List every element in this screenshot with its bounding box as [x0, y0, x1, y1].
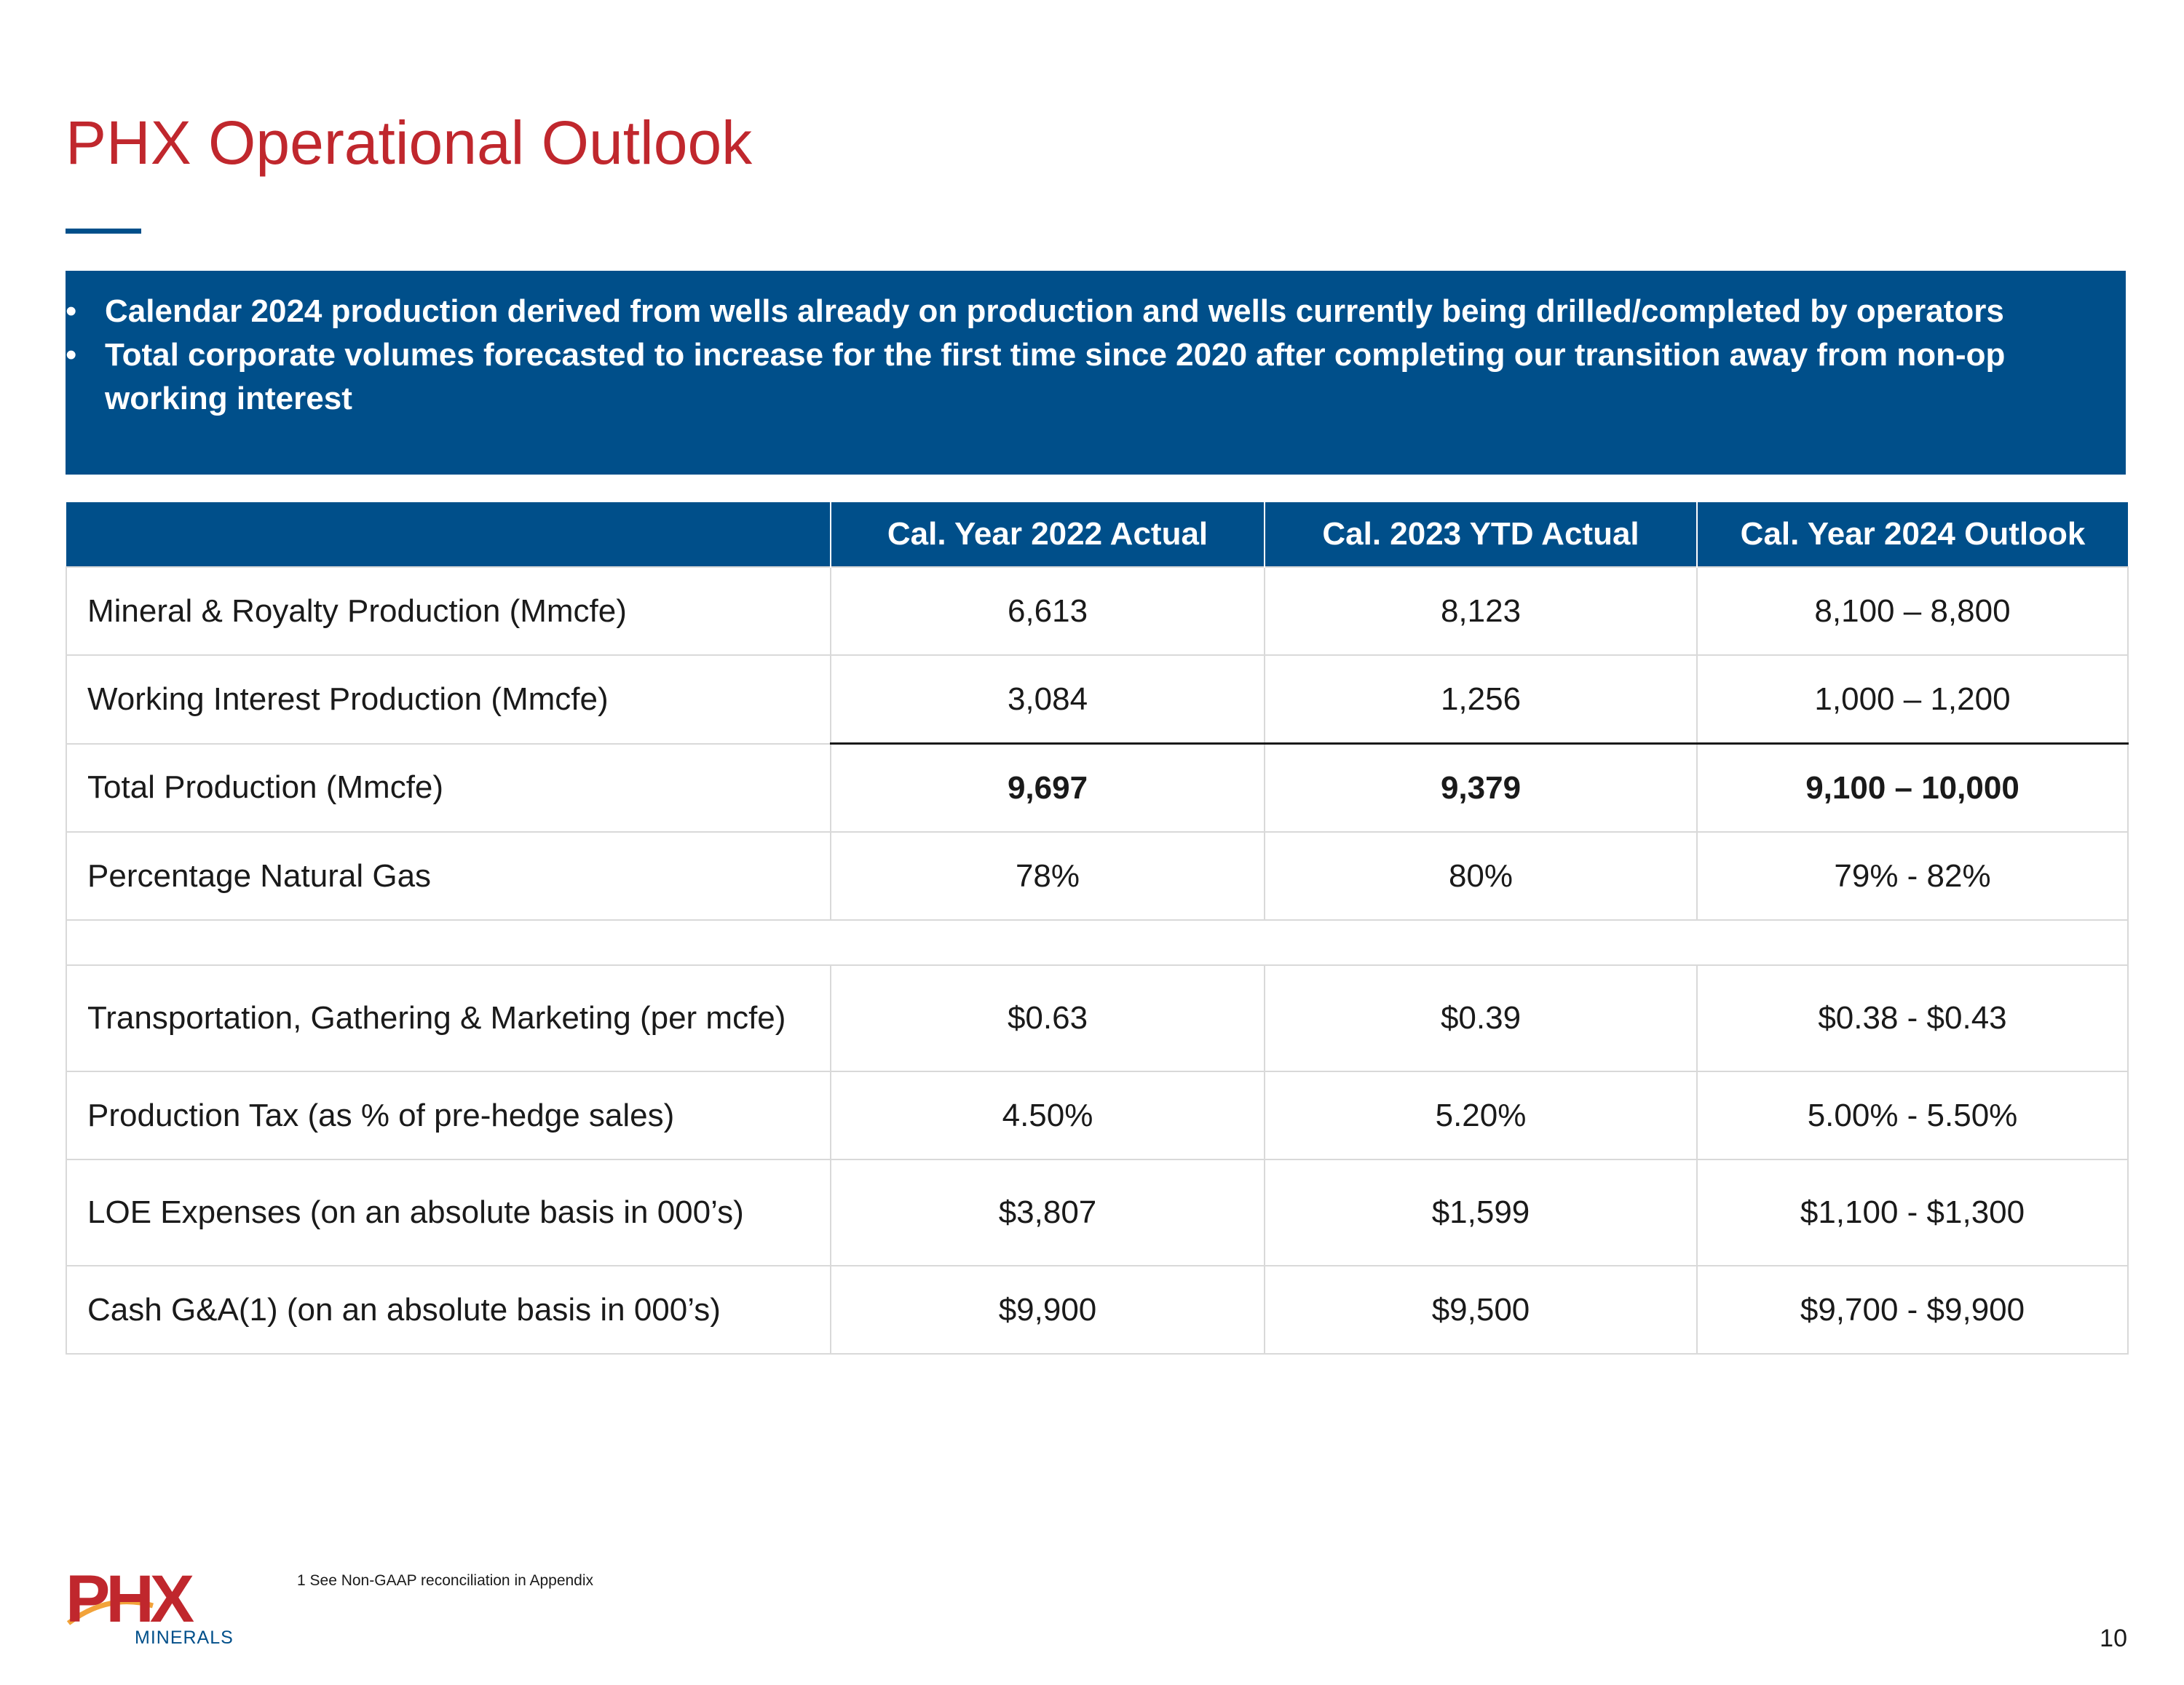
bullet-marker: • — [66, 337, 77, 373]
cell-2022: 78% — [830, 831, 1265, 921]
cell-2022: 4.50% — [830, 1071, 1265, 1160]
cell-2023: 9,379 — [1264, 742, 1698, 833]
cell-2024: $1,100 - $1,300 — [1696, 1159, 2129, 1266]
bullet-text: Calendar 2024 production derived from we… — [105, 293, 2004, 329]
row-label: Transportation, Gathering & Marketing (p… — [66, 964, 831, 1072]
title-underline — [66, 229, 141, 234]
table-row: Cash G&A(1) (on an absolute basis in 000… — [66, 1265, 2129, 1355]
table-spacer-row — [66, 919, 2129, 966]
logo-subtext: MINERALS — [135, 1627, 234, 1648]
header-2023-ytd-actual: Cal. 2023 YTD Actual — [1264, 502, 1697, 567]
row-label: Production Tax (as % of pre-hedge sales) — [66, 1071, 831, 1160]
cell-2024: $0.38 - $0.43 — [1696, 964, 2129, 1072]
cell-2024: $9,700 - $9,900 — [1696, 1265, 2129, 1355]
page-number: 10 — [2100, 1625, 2127, 1652]
footnote: 1 See Non-GAAP reconciliation in Appendi… — [297, 1572, 594, 1589]
header-2024-outlook: Cal. Year 2024 Outlook — [1696, 502, 2128, 567]
cell-2023: 5.20% — [1264, 1071, 1698, 1160]
page-title: PHX Operational Outlook — [66, 108, 753, 177]
cell-2023: 1,256 — [1264, 654, 1698, 745]
cell-2022: 9,697 — [830, 742, 1265, 833]
cell-2022: $0.63 — [830, 964, 1265, 1072]
table-header-row: Cal. Year 2022 Actual Cal. 2023 YTD Actu… — [66, 502, 2128, 567]
banner-bullet-2: • Total corporate volumes forecasted to … — [66, 333, 2111, 421]
cell-2023: $0.39 — [1264, 964, 1698, 1072]
row-label: Cash G&A(1) (on an absolute basis in 000… — [66, 1265, 831, 1355]
cell-2024: 5.00% - 5.50% — [1696, 1071, 2129, 1160]
cell-2022: 6,613 — [830, 566, 1265, 656]
spacer-cell — [66, 919, 2129, 966]
bullet-marker: • — [66, 293, 77, 329]
cell-2023: 80% — [1264, 831, 1698, 921]
cell-2022: 3,084 — [830, 654, 1265, 745]
summary-banner: • Calendar 2024 production derived from … — [66, 271, 2126, 475]
header-blank — [66, 502, 831, 567]
table-row: Transportation, Gathering & Marketing (p… — [66, 964, 2129, 1072]
cell-2023: $1,599 — [1264, 1159, 1698, 1266]
cell-2024: 8,100 – 8,800 — [1696, 566, 2129, 656]
table-row: LOE Expenses (on an absolute basis in 00… — [66, 1159, 2129, 1266]
bullet-text: Total corporate volumes forecasted to in… — [105, 337, 2006, 416]
cell-2022: $9,900 — [830, 1265, 1265, 1355]
row-label: Mineral & Royalty Production (Mmcfe) — [66, 566, 831, 656]
cell-2023: $9,500 — [1264, 1265, 1698, 1355]
logo-wordmark: PHX — [66, 1563, 194, 1636]
cell-2023: 8,123 — [1264, 566, 1698, 656]
row-label: Total Production (Mmcfe) — [66, 742, 831, 833]
row-label: Percentage Natural Gas — [66, 831, 831, 921]
cell-2024: 9,100 – 10,000 — [1696, 742, 2129, 833]
table-row: Production Tax (as % of pre-hedge sales)… — [66, 1071, 2129, 1160]
operational-outlook-table: Cal. Year 2022 Actual Cal. 2023 YTD Actu… — [66, 502, 2129, 1355]
cell-2024: 79% - 82% — [1696, 831, 2129, 921]
row-label: Working Interest Production (Mmcfe) — [66, 654, 831, 745]
table-row-total: Total Production (Mmcfe) 9,697 9,379 9,1… — [66, 742, 2129, 833]
cell-2022: $3,807 — [830, 1159, 1265, 1266]
table-row: Working Interest Production (Mmcfe) 3,08… — [66, 654, 2129, 745]
table-row: Mineral & Royalty Production (Mmcfe) 6,6… — [66, 566, 2129, 656]
table-row: Percentage Natural Gas 78% 80% 79% - 82% — [66, 831, 2129, 921]
banner-bullet-1: • Calendar 2024 production derived from … — [66, 290, 2111, 333]
cell-2024: 1,000 – 1,200 — [1696, 654, 2129, 745]
logo-swoosh — [66, 1599, 154, 1625]
phx-minerals-logo: PHX MINERALS — [66, 1563, 234, 1648]
header-2022-actual: Cal. Year 2022 Actual — [830, 502, 1265, 567]
row-label: LOE Expenses (on an absolute basis in 00… — [66, 1159, 831, 1266]
